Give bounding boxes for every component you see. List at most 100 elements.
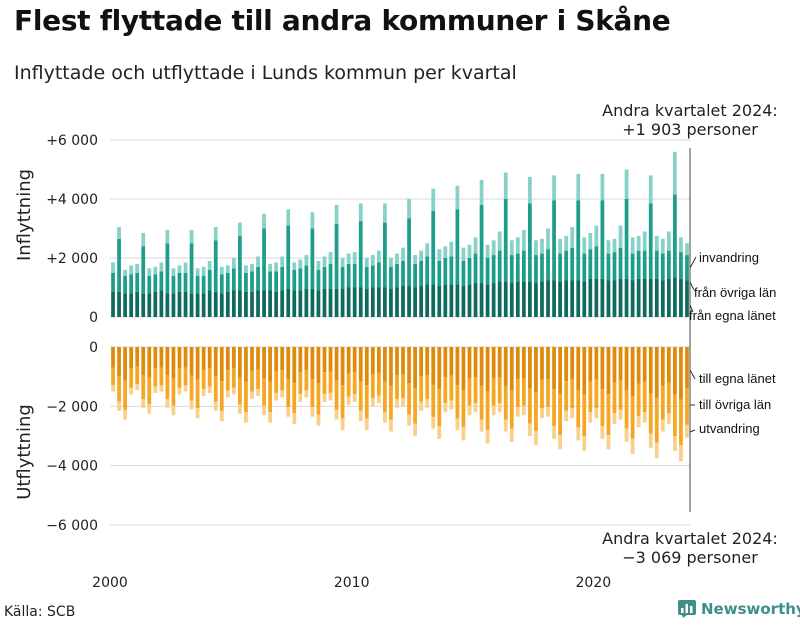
bar-ut-ovriga [618,380,623,410]
bar-ut-egna [449,347,454,376]
brand-logo[interactable]: Newsworthy [678,600,800,618]
till-egna-lanet-leader [689,369,696,380]
bar-ut-ovriga [534,392,538,432]
bar-ut-ovriga [304,370,309,391]
bar-in-egna [648,278,653,317]
bar-in-egna [370,287,375,317]
bar-in-invandring [521,229,526,251]
bar-in-egna [666,278,671,317]
bar-in-egna [425,284,430,317]
bar-ut-ovriga [648,393,653,434]
bar-in-invandring [358,203,363,222]
bar-in-ovriga [685,255,689,281]
bar-in-ovriga [159,271,164,291]
bar-ut-utvandring [364,418,369,431]
bar-ut-utvandring [618,409,623,420]
bar-in-egna [449,284,454,317]
bar-in-egna [147,293,152,317]
inflyttning-bars [111,151,689,318]
bar-ut-ovriga [171,378,176,406]
bar-in-ovriga [141,246,146,294]
bar-in-invandring [509,240,514,256]
bar-in-invandring [503,172,508,199]
bar-ut-ovriga [250,370,254,392]
bar-in-egna [570,280,575,318]
bar-in-egna [171,293,176,317]
bar-in-invandring [183,262,188,273]
bar-ut-egna [262,347,266,379]
bar-in-egna [443,284,448,317]
bar-in-ovriga [407,218,411,287]
bar-in-invandring [346,253,351,264]
bar-in-egna [395,287,399,317]
till-egna-lanet-label: till egna länet [699,371,776,386]
y-tick-label: +6 000 [46,133,98,149]
bar-ut-egna [443,347,448,378]
bar-in-ovriga [334,224,339,289]
bar-in-egna [612,280,617,318]
bar-ut-utvandring [497,403,502,413]
bar-in-egna [491,283,496,317]
bar-in-egna [244,291,248,317]
bar-ut-ovriga [600,389,605,427]
y-tick-label: +2 000 [46,251,98,267]
bar-ut-ovriga [268,381,272,413]
bar-in-invandring [485,244,490,258]
bar-ut-ovriga [431,384,436,418]
bar-in-egna [250,291,254,317]
fran-egna-lanet-leader [689,304,694,313]
bar-in-invandring [552,175,556,201]
bar-in-egna [334,288,339,317]
bar-in-invandring [413,255,417,264]
bar-ut-egna [177,347,182,369]
bar-in-invandring [528,176,532,204]
bar-in-egna [135,291,140,317]
bar-in-ovriga [298,268,303,291]
bar-ut-egna [485,347,490,392]
bar-in-invandring [461,247,466,261]
bar-in-ovriga [340,266,345,289]
bar-in-invandring [340,258,345,267]
bar-in-ovriga [352,263,357,288]
bar-ut-egna [437,347,442,390]
bar-ut-utvandring [165,399,170,408]
bar-in-invandring [376,250,381,263]
bar-in-egna [576,280,581,318]
bar-ut-egna [383,347,387,382]
bar-ut-egna [376,347,381,373]
bar-in-invandring [141,232,146,247]
bar-in-invandring [298,259,303,269]
bar-ut-ovriga [322,372,327,395]
bar-in-egna [352,287,357,317]
bar-ut-utvandring [654,442,659,459]
bar-in-egna [630,280,635,318]
bar-in-egna [183,291,188,317]
bar-in-egna [358,287,363,317]
bar-ut-ovriga [238,377,242,405]
bar-in-ovriga [286,225,291,289]
bar-in-egna [509,283,514,317]
bar-ut-ovriga [129,368,134,388]
bar-ut-egna [310,347,315,380]
fran-egna-lanet-label: från egna länet [689,308,776,323]
bar-ut-utvandring [370,398,375,407]
bar-ut-ovriga [485,391,490,430]
bar-in-invandring [334,204,339,225]
bar-in-egna [231,290,236,317]
bar-in-invandring [570,227,575,248]
bar-in-egna [159,290,164,317]
bar-ut-utvandring [515,406,520,417]
bar-in-ovriga [383,222,387,288]
bar-in-invandring [606,240,611,254]
bar-in-invandring [540,238,544,254]
bar-ut-utvandring [352,394,357,402]
bar-ut-ovriga [413,387,417,424]
bar-ut-egna [135,347,140,367]
bar-in-egna [558,281,562,317]
bar-in-invandring [515,237,520,254]
bar-in-ovriga [244,272,248,292]
bar-in-ovriga [129,274,134,294]
bar-in-ovriga [455,209,460,285]
bar-in-ovriga [389,266,393,289]
bar-ut-egna [298,347,303,373]
